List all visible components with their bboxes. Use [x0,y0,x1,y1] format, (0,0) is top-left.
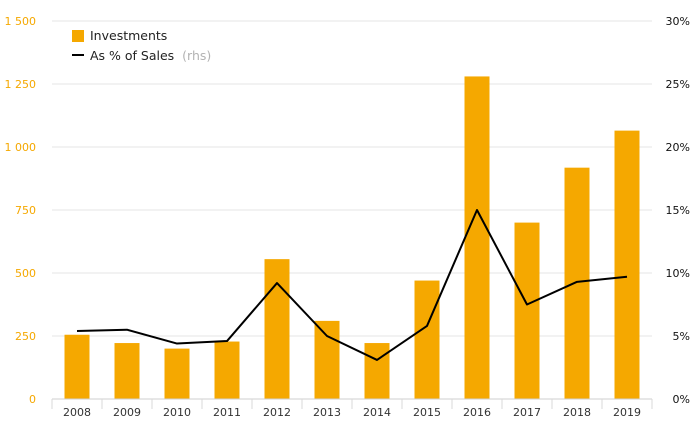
bar-2017 [514,222,540,399]
x-tick-label: 2008 [63,406,91,419]
bar-2013 [314,320,340,399]
x-tick-label: 2011 [213,406,241,419]
y-left-tick-label: 1 000 [5,141,37,154]
x-tick-label: 2012 [263,406,291,419]
legend: Investments As % of Sales (rhs) [72,28,211,63]
bar-2012 [264,259,290,399]
bar-2015 [414,280,440,399]
bars [64,76,640,399]
bar-2016 [464,76,490,399]
line-as-pct-of-sales [76,209,628,361]
y-right-tick-label: 5% [673,330,690,343]
bar-2009 [114,343,140,399]
y-left-tick-label: 750 [15,204,36,217]
x-tick-label: 2019 [613,406,641,419]
y-left-tick-label: 1 250 [5,78,37,91]
y-left-tick-label: 1 500 [5,15,37,28]
x-tick-label: 2016 [463,406,491,419]
y-right-tick-label: 10% [666,267,690,280]
y-right-tick-label: 0% [673,393,690,406]
bar-2008 [64,334,90,399]
gridlines [52,20,652,337]
bar-2019 [614,130,640,399]
legend-swatch-investments [72,30,84,42]
line-series [76,209,628,361]
legend-label-line-name: As % of Sales [90,48,174,63]
bar-2011 [214,341,240,399]
x-tick-label: 2009 [113,406,141,419]
y-right-tick-label: 25% [666,78,690,91]
legend-label-line-suffix: (rhs) [182,48,211,63]
x-tick-label: 2010 [163,406,191,419]
legend-label-line: As % of Sales (rhs) [90,48,211,63]
x-tick-label: 2015 [413,406,441,419]
legend-label-investments: Investments [90,28,167,43]
bar-2014 [364,343,390,399]
y-right-tick-label: 20% [666,141,690,154]
y-right-tick-label: 30% [666,15,690,28]
x-tick-label: 2018 [563,406,591,419]
y-right-tick-label: 15% [666,204,690,217]
y-left-tick-label: 250 [15,330,36,343]
x-tick-label: 2014 [363,406,391,419]
tick-labels: 0 250 500 750 1 000 1 250 1 500 0% 5% 10% 15% 20% 25… [5,15,691,419]
y-left-tick-label: 500 [15,267,36,280]
bar-2018 [564,167,590,399]
y-left-tick-label: 0 [29,393,36,406]
x-tick-label: 2017 [513,406,541,419]
x-tick-label: 2013 [313,406,341,419]
x-axis [51,398,653,409]
bar-2010 [164,348,190,399]
